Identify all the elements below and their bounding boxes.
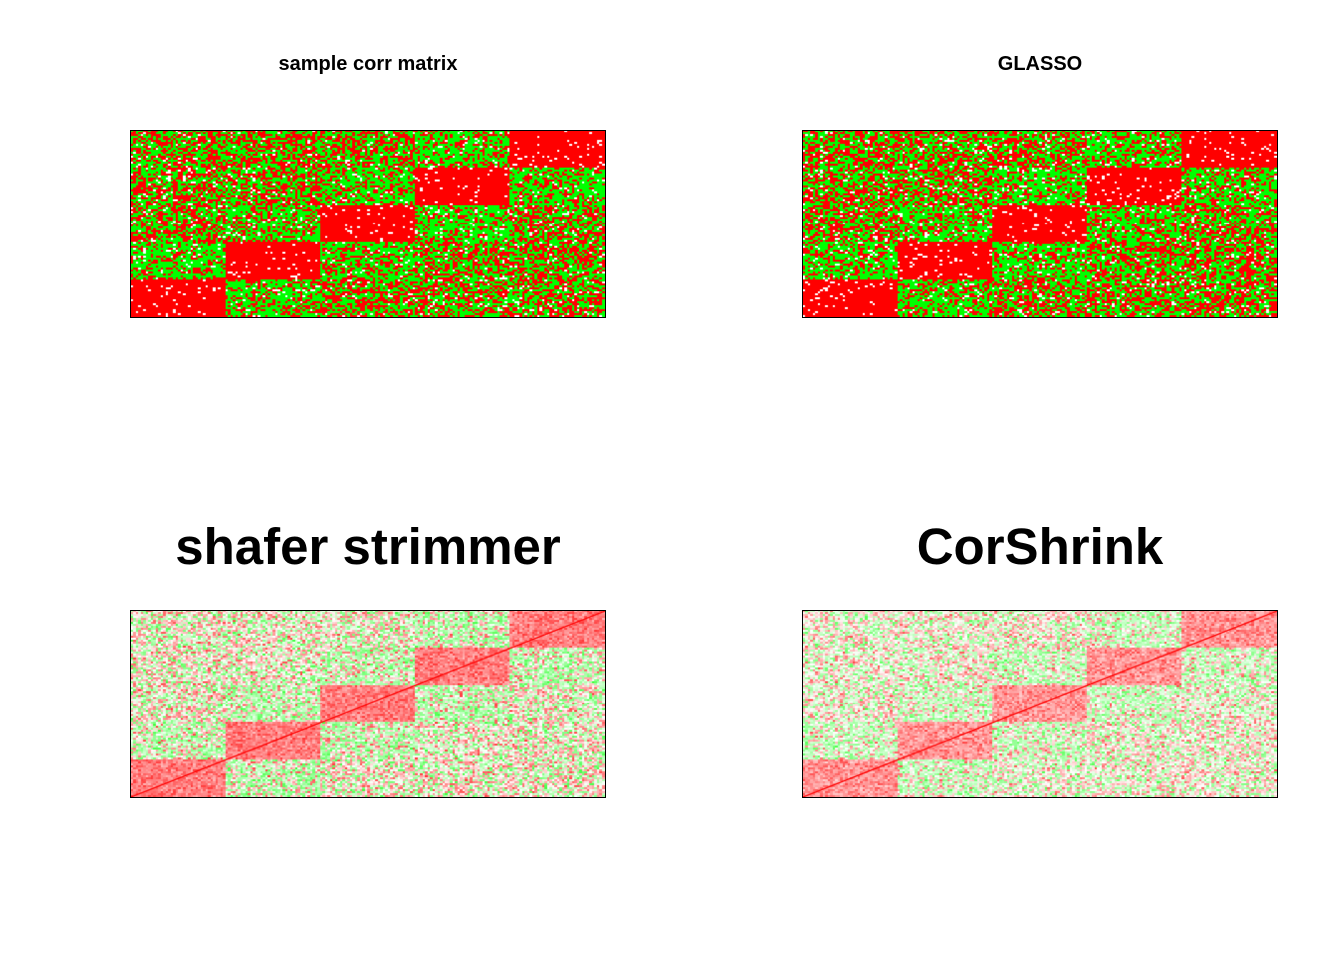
heatmap-glasso <box>802 130 1278 318</box>
heatmap-shafer-strimmer <box>130 610 606 798</box>
chart-title-glasso: GLASSO <box>997 53 1083 75</box>
chart-title-sample-corr: sample corr matrix <box>278 53 458 75</box>
chart-title-shafer-strimmer: shafer strimmer <box>175 518 561 575</box>
heatmap-corshrink <box>802 610 1278 798</box>
chart-title-corshrink: CorShrink <box>916 518 1164 575</box>
heatmap-sample-corr-matrix <box>130 130 606 318</box>
